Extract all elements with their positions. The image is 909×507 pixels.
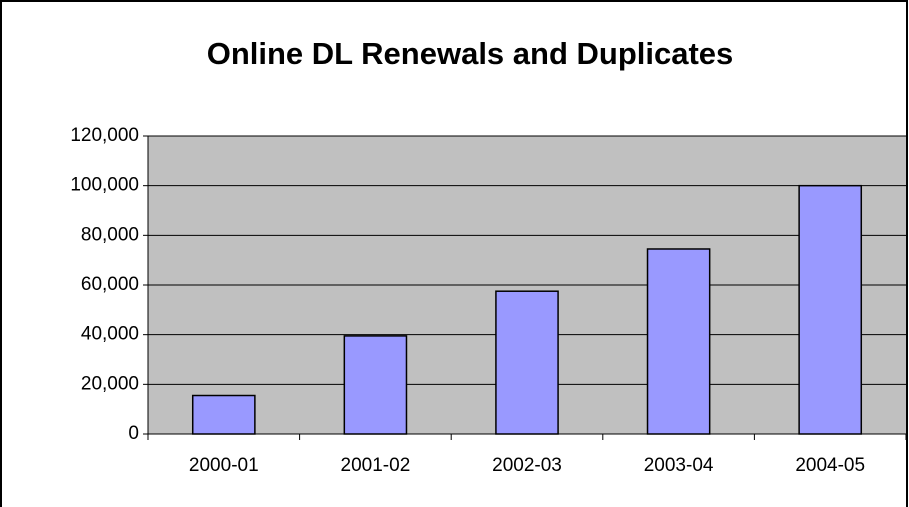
y-tick-label: 60,000 <box>81 274 139 295</box>
bar <box>191 394 256 435</box>
bar <box>798 184 863 435</box>
bar <box>495 290 559 435</box>
y-tick-label: 40,000 <box>81 324 139 345</box>
y-tick-label: 80,000 <box>81 224 139 245</box>
x-tick-label: 2004-05 <box>795 455 865 476</box>
x-tick-label: 2000-01 <box>189 455 259 476</box>
y-tick-label: 0 <box>128 423 139 444</box>
bar <box>343 335 408 435</box>
x-tick-label: 2003-04 <box>644 455 714 476</box>
y-tick-label: 100,000 <box>70 175 139 196</box>
chart-title: Online DL Renewals and Duplicates <box>207 36 734 71</box>
bar <box>646 248 711 435</box>
x-tick-label: 2002-03 <box>492 455 562 476</box>
y-tick-label: 120,000 <box>70 125 139 146</box>
y-tick-label: 20,000 <box>81 373 139 394</box>
x-tick-label: 2001-02 <box>341 455 411 476</box>
